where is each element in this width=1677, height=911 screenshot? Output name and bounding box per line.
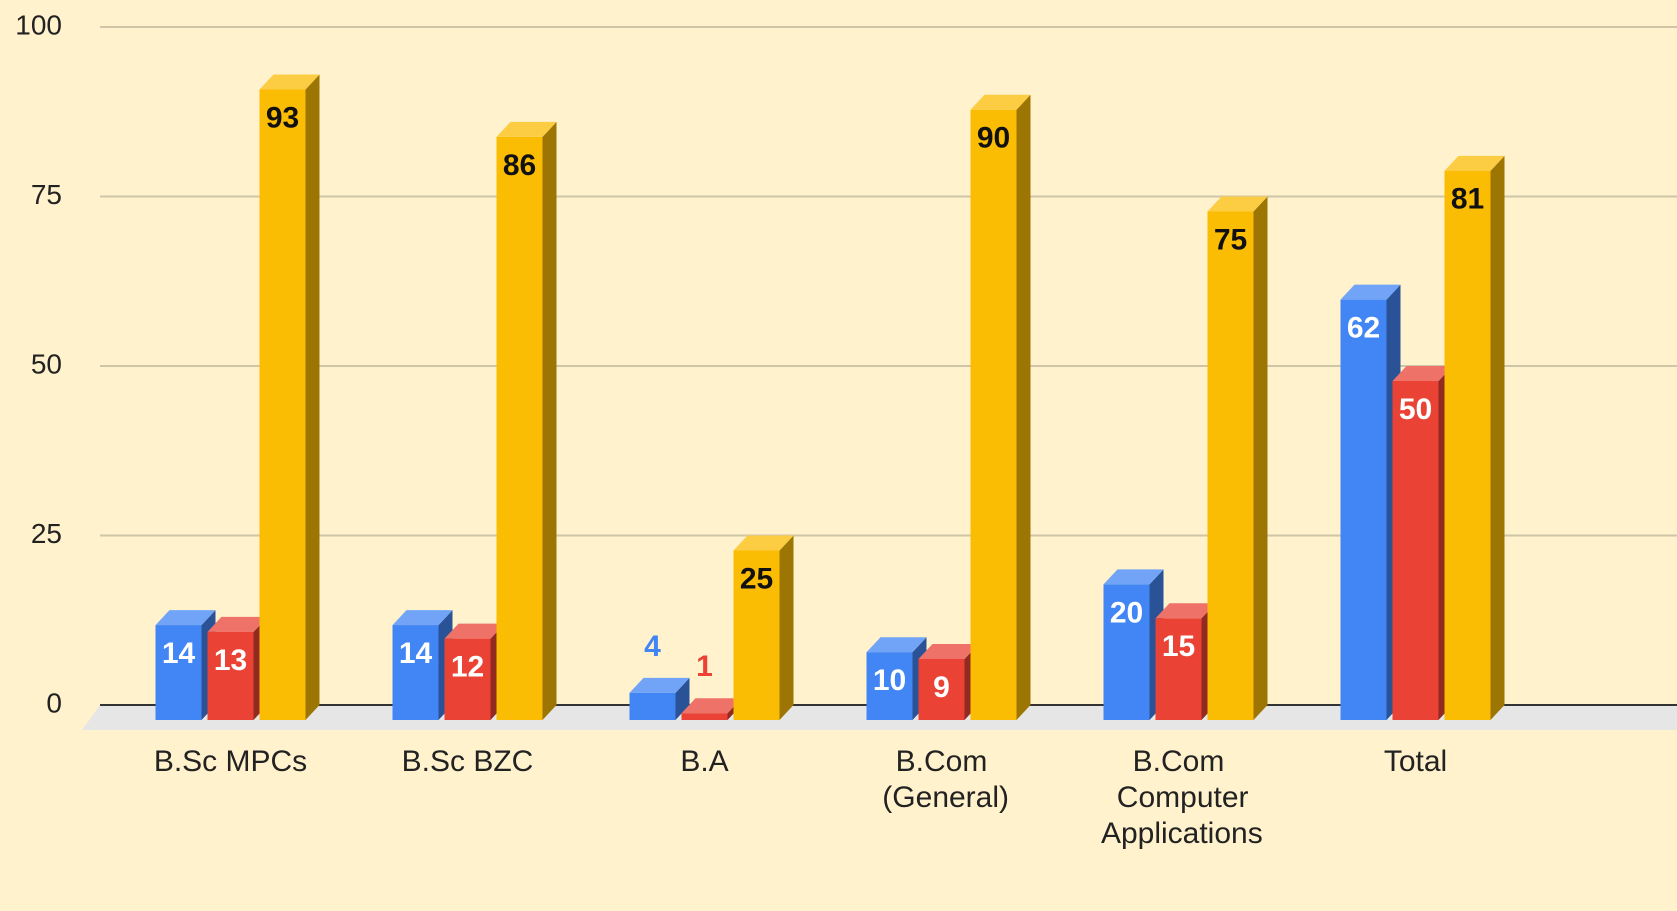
bar-top bbox=[970, 94, 1031, 110]
bar bbox=[681, 713, 728, 720]
bar-top bbox=[918, 643, 979, 659]
x-tick-label: B.Com Computer Applications bbox=[1094, 745, 1262, 850]
data-label: 10 bbox=[873, 664, 906, 697]
bar-top bbox=[259, 74, 320, 90]
bar-top bbox=[629, 677, 690, 693]
bar-3d bbox=[1444, 155, 1505, 720]
data-label: 86 bbox=[503, 149, 536, 182]
bar-top bbox=[496, 121, 557, 137]
bar-side bbox=[1253, 196, 1268, 720]
bar-3d bbox=[1340, 284, 1401, 720]
bar-top bbox=[1155, 603, 1216, 619]
x-tick-label: B.Sc BZC bbox=[402, 745, 534, 778]
bar-side bbox=[1490, 155, 1505, 720]
data-label: 50 bbox=[1399, 393, 1432, 426]
bar-top bbox=[207, 616, 268, 632]
data-label: 13 bbox=[214, 644, 247, 677]
bar-3d bbox=[629, 677, 690, 720]
bar bbox=[629, 692, 676, 720]
bar bbox=[207, 631, 254, 720]
y-tick-label: 0 bbox=[46, 687, 62, 718]
bar-side bbox=[779, 535, 794, 720]
bar-top bbox=[1340, 284, 1401, 300]
y-tick-label: 50 bbox=[31, 348, 62, 379]
data-label: 62 bbox=[1347, 312, 1380, 345]
y-tick-label: 100 bbox=[15, 9, 62, 40]
data-label: 20 bbox=[1110, 596, 1143, 629]
data-label: 90 bbox=[977, 122, 1010, 155]
bar-3d bbox=[733, 535, 794, 720]
bar-top bbox=[1392, 366, 1453, 381]
bar bbox=[259, 89, 306, 720]
data-label: 4 bbox=[644, 630, 661, 663]
bar-top bbox=[1444, 155, 1505, 171]
bar-top bbox=[681, 698, 742, 714]
data-label: 12 bbox=[451, 651, 484, 684]
bar-side bbox=[305, 74, 320, 720]
bar-top bbox=[444, 623, 505, 639]
data-label: 14 bbox=[162, 637, 196, 670]
bar-3d bbox=[496, 121, 557, 721]
bar-3d bbox=[259, 74, 320, 720]
data-label: 14 bbox=[399, 637, 433, 670]
bar-3d bbox=[1103, 569, 1164, 720]
bar bbox=[918, 658, 965, 720]
bar bbox=[155, 625, 202, 720]
x-tick-label: B.Com (General) bbox=[874, 745, 1009, 814]
bar-top bbox=[866, 637, 927, 653]
bar-top bbox=[733, 535, 794, 551]
bar-3d bbox=[970, 94, 1031, 721]
bar bbox=[1392, 381, 1439, 720]
x-tick-label: Total bbox=[1384, 745, 1447, 778]
bar-side bbox=[675, 677, 690, 720]
data-label: 93 bbox=[266, 101, 299, 134]
bar bbox=[1103, 584, 1150, 720]
x-tick-label: B.A bbox=[680, 745, 728, 778]
y-tick-label: 75 bbox=[31, 179, 62, 210]
bar bbox=[1207, 211, 1254, 720]
bar bbox=[392, 625, 439, 720]
data-label: 1 bbox=[696, 650, 713, 683]
bar-top bbox=[392, 610, 453, 626]
bar bbox=[496, 136, 543, 721]
x-tick-label: B.Sc MPCs bbox=[154, 745, 307, 778]
bar-3d bbox=[1207, 196, 1268, 720]
bar bbox=[866, 652, 913, 720]
data-label: 81 bbox=[1451, 183, 1484, 216]
bar-side bbox=[1016, 94, 1031, 721]
bar-top bbox=[1103, 569, 1164, 585]
data-label: 15 bbox=[1162, 630, 1195, 663]
data-label: 9 bbox=[933, 671, 950, 704]
y-tick-label: 25 bbox=[31, 518, 62, 549]
bar-top bbox=[1207, 196, 1268, 212]
bar-side bbox=[542, 121, 557, 721]
bar bbox=[444, 638, 491, 720]
bar bbox=[1155, 618, 1202, 720]
bar bbox=[733, 550, 780, 720]
bar-top bbox=[155, 610, 216, 626]
bar bbox=[1340, 299, 1387, 720]
bar bbox=[1444, 170, 1491, 720]
data-label: 25 bbox=[740, 562, 773, 595]
bar bbox=[970, 109, 1017, 721]
data-label: 75 bbox=[1214, 223, 1247, 256]
